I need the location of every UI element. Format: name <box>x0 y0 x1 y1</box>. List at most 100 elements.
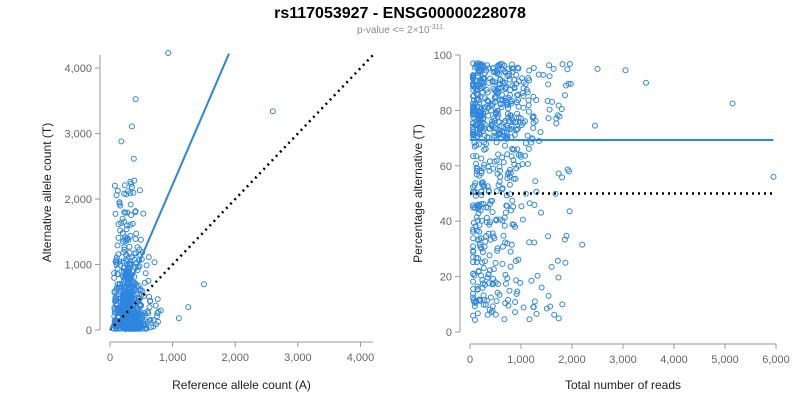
data-point-1-525 <box>493 298 500 304</box>
data-point-1-550 <box>487 294 494 301</box>
data-point-0-451 <box>130 155 137 162</box>
data-point-1-413 <box>562 259 569 266</box>
data-point-0-650 <box>165 50 172 56</box>
data-point-1-656 <box>548 263 555 270</box>
data-point-0-596 <box>125 265 132 272</box>
data-point-0-335 <box>146 317 153 324</box>
data-point-1-649 <box>471 299 478 305</box>
data-point-1-532 <box>497 101 504 108</box>
data-point-1-653 <box>622 67 629 74</box>
x-axis-title-1: Total number of reads <box>565 378 681 392</box>
data-point-1-464 <box>559 61 566 68</box>
data-point-1-474 <box>513 80 520 87</box>
data-point-1-364 <box>483 86 490 93</box>
data-point-1-29 <box>479 277 486 283</box>
data-point-1-38 <box>531 298 538 305</box>
data-point-1-387 <box>478 155 485 162</box>
data-point-0-635 <box>141 324 148 331</box>
data-point-0-655 <box>175 315 182 322</box>
data-point-0-624 <box>121 313 128 320</box>
data-point-1-437 <box>496 178 503 185</box>
data-point-1-407 <box>474 217 481 224</box>
data-point-1-494 <box>513 127 520 133</box>
data-point-1-488 <box>475 115 482 122</box>
data-point-1-408 <box>509 221 516 228</box>
data-point-1-430 <box>520 304 527 311</box>
data-point-0-619 <box>133 310 140 317</box>
data-point-1-614 <box>470 271 477 277</box>
data-point-1-308 <box>479 259 486 266</box>
data-point-0-506 <box>112 295 119 302</box>
data-point-1-640 <box>512 258 519 264</box>
data-point-1-631 <box>499 61 506 68</box>
data-point-0-272 <box>113 192 120 199</box>
y-axis-title-0: Alternative allele count (T) <box>40 123 54 262</box>
data-point-1-619 <box>544 98 551 104</box>
y-tick-label-1-1: 20 <box>440 272 452 284</box>
data-point-1-478 <box>552 190 559 197</box>
data-point-0-590 <box>120 249 127 256</box>
data-point-0-651 <box>269 108 276 115</box>
data-point-1-285 <box>492 95 499 102</box>
data-point-1-585 <box>491 129 498 136</box>
data-point-1-16 <box>538 284 545 291</box>
data-point-0-597 <box>126 297 132 304</box>
data-point-0-123 <box>121 182 128 189</box>
data-point-0-139 <box>143 262 150 269</box>
data-point-1-454 <box>518 203 525 210</box>
data-point-1-531 <box>491 87 498 94</box>
data-point-1-578 <box>476 83 482 90</box>
data-point-0-599 <box>119 215 126 222</box>
data-point-0-653 <box>128 123 135 130</box>
data-point-1-147 <box>523 86 530 93</box>
data-point-1-458 <box>475 205 482 212</box>
y-tick-label-1-0: 0 <box>446 327 452 339</box>
data-point-1-294 <box>553 120 560 127</box>
data-point-1-327 <box>472 180 479 187</box>
data-point-0-640 <box>120 307 126 314</box>
data-point-1-511 <box>529 114 536 120</box>
data-point-1-173 <box>489 230 496 237</box>
data-point-0-328 <box>145 277 152 284</box>
data-point-0-290 <box>121 264 128 271</box>
data-point-1-467 <box>510 65 517 72</box>
data-point-1-556 <box>485 271 492 278</box>
data-point-0-409 <box>111 270 118 277</box>
data-point-1-648 <box>517 115 524 122</box>
data-point-1-345 <box>563 232 570 239</box>
data-point-1-624 <box>514 64 521 71</box>
data-point-0-610 <box>128 212 135 218</box>
data-point-1-634 <box>481 106 488 113</box>
data-point-1-196 <box>519 216 526 223</box>
data-point-1-108 <box>513 71 520 78</box>
data-point-0-559 <box>112 301 119 308</box>
data-point-1-449 <box>470 92 477 99</box>
y-tick-label-0-1: 1,000 <box>64 260 92 272</box>
data-point-0-420 <box>131 177 138 184</box>
data-point-1-489 <box>479 179 486 186</box>
data-point-1-647 <box>475 70 482 77</box>
data-point-0-551 <box>133 250 140 257</box>
data-point-1-611 <box>525 97 532 104</box>
data-point-1-280 <box>567 80 574 87</box>
chart-subtitle: p-value <= 2×10-311 <box>0 24 800 36</box>
data-point-1-572 <box>492 79 498 86</box>
data-point-1-579 <box>551 311 558 318</box>
data-point-0-41 <box>111 182 118 189</box>
y-tick-label-0-3: 3,000 <box>64 129 92 141</box>
data-point-1-13 <box>506 287 513 294</box>
data-point-1-393 <box>507 248 514 255</box>
data-point-1-635 <box>470 202 477 209</box>
data-point-0-455 <box>152 302 159 309</box>
data-point-1-383 <box>503 280 509 287</box>
data-point-0-646 <box>136 315 143 322</box>
data-point-1-284 <box>505 296 511 303</box>
data-point-1-363 <box>522 190 529 197</box>
data-point-1-513 <box>473 214 480 221</box>
data-point-0-603 <box>123 235 130 242</box>
data-point-1-238 <box>478 245 485 252</box>
data-point-1-436 <box>470 114 477 121</box>
data-point-1-629 <box>487 102 494 109</box>
data-point-1-597 <box>505 169 512 176</box>
data-point-1-432 <box>512 299 519 305</box>
